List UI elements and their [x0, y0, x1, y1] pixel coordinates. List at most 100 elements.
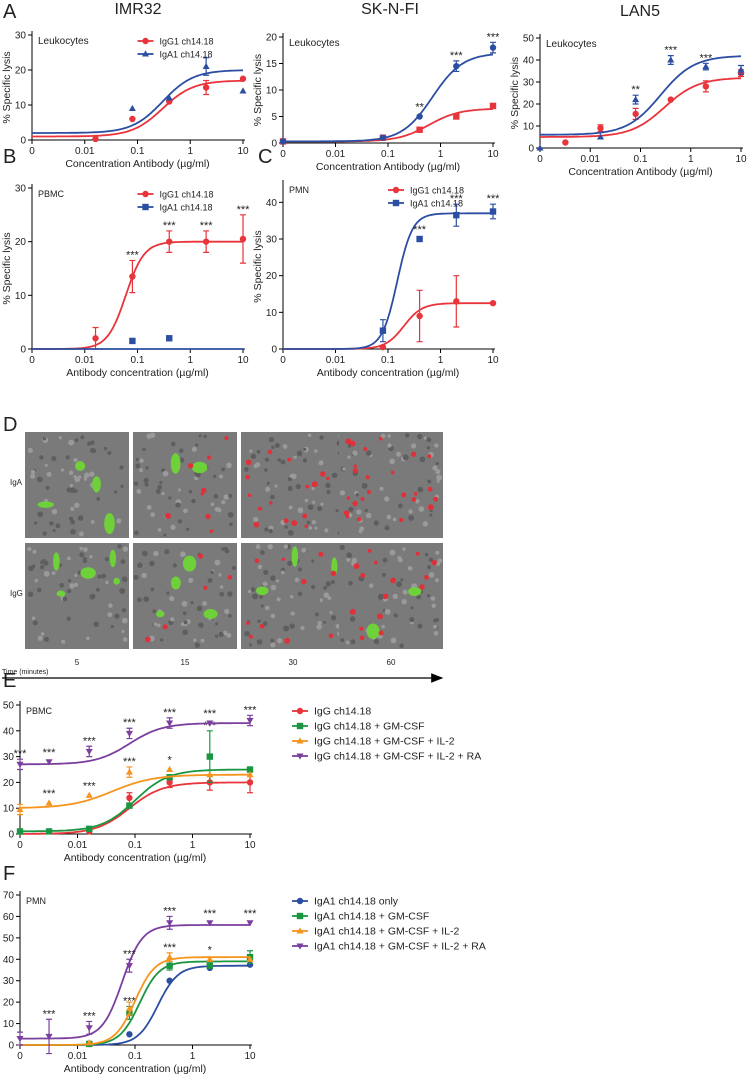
cell — [262, 581, 268, 587]
cell — [423, 574, 429, 580]
cell — [68, 470, 74, 476]
significance-label: *** — [43, 1008, 57, 1020]
cell — [182, 555, 197, 572]
cell — [360, 573, 366, 579]
significance-label: *** — [83, 1010, 97, 1022]
x-tick-label: 0.01 — [68, 840, 88, 851]
y-tick-label: 50 — [523, 34, 535, 45]
cell — [304, 498, 309, 503]
cell — [27, 447, 33, 454]
cell — [133, 574, 139, 581]
data-point — [206, 955, 214, 962]
cell — [305, 484, 310, 489]
cell — [177, 488, 181, 492]
cell — [387, 443, 392, 448]
significance-label: ** — [415, 102, 424, 114]
cell — [297, 591, 303, 597]
data-point — [45, 828, 53, 835]
cell — [277, 458, 282, 462]
fit-curve — [540, 77, 742, 138]
cell — [56, 590, 66, 597]
x-tick-label: 0.01 — [326, 355, 346, 366]
cell — [346, 552, 353, 559]
inner-label: Leukocytes — [546, 39, 597, 50]
cell — [51, 571, 56, 576]
cell — [319, 435, 324, 440]
cell — [287, 457, 292, 462]
cell — [153, 622, 158, 627]
cell — [348, 580, 353, 586]
cell — [142, 447, 146, 452]
significance-label: *** — [123, 717, 137, 729]
cell — [387, 434, 392, 438]
legend-label: IgG1 ch14.18 — [410, 186, 464, 196]
cell — [96, 497, 101, 501]
cell — [87, 441, 92, 446]
x-tick-label: 10 — [735, 154, 747, 165]
cell — [200, 492, 204, 496]
cell — [219, 585, 224, 589]
data-point — [125, 1004, 133, 1012]
legend-label: IgG1 ch14.18 — [160, 190, 214, 200]
cell — [143, 477, 149, 483]
y-tick-label: 40 — [266, 198, 278, 209]
data-point — [85, 1025, 93, 1032]
cell — [155, 489, 161, 494]
y-axis-label: % Specific lysis — [1, 51, 13, 123]
cell — [346, 496, 351, 500]
y-tick-label: 30 — [523, 78, 535, 89]
x-tick-label: 0.01 — [326, 149, 346, 160]
cell — [193, 638, 197, 642]
cell — [139, 458, 144, 463]
data-point — [125, 963, 133, 970]
cell — [325, 581, 332, 587]
cell — [408, 509, 413, 514]
cell — [69, 583, 75, 589]
cell — [365, 450, 372, 456]
x-tick-label: 10 — [487, 149, 499, 160]
data-point — [16, 761, 24, 769]
y-tick-label: 0 — [8, 830, 14, 841]
cell — [270, 613, 276, 619]
significance-label: *** — [83, 735, 97, 747]
cell — [409, 616, 415, 623]
cell — [227, 574, 233, 580]
cell — [188, 577, 194, 583]
cell — [244, 467, 249, 472]
cell — [168, 496, 172, 500]
cell — [121, 576, 128, 583]
cell — [224, 436, 229, 441]
cell — [359, 526, 365, 532]
significance-label: *** — [244, 704, 258, 716]
y-tick-label: 0 — [20, 136, 26, 147]
cell — [325, 482, 331, 489]
cell — [310, 584, 316, 590]
cell — [268, 528, 273, 534]
data-point — [206, 962, 214, 969]
cell — [432, 465, 438, 471]
data-point — [16, 828, 24, 835]
legend-marker — [296, 912, 304, 920]
cell — [108, 603, 113, 608]
cell — [297, 507, 304, 514]
cell — [397, 555, 402, 560]
data-point — [166, 779, 173, 786]
cell — [228, 614, 232, 618]
cell — [68, 439, 75, 446]
x-axis-label: Concentration Antibody (µg/ml) — [65, 158, 209, 170]
x-axis-label: Concentration Antibody (µg/ml) — [568, 166, 712, 178]
cell — [136, 597, 142, 603]
cell — [366, 512, 372, 519]
x-tick-label: 10 — [244, 840, 256, 851]
cell — [314, 449, 318, 453]
data-point — [597, 125, 604, 132]
time-label: 5 — [75, 658, 80, 667]
panel-letter: D — [3, 414, 17, 436]
cell — [434, 443, 439, 448]
y-tick-label: 40 — [3, 726, 15, 737]
legend-marker — [296, 722, 304, 730]
time-label: 15 — [181, 658, 190, 667]
cell — [427, 486, 433, 492]
cell — [389, 549, 396, 556]
